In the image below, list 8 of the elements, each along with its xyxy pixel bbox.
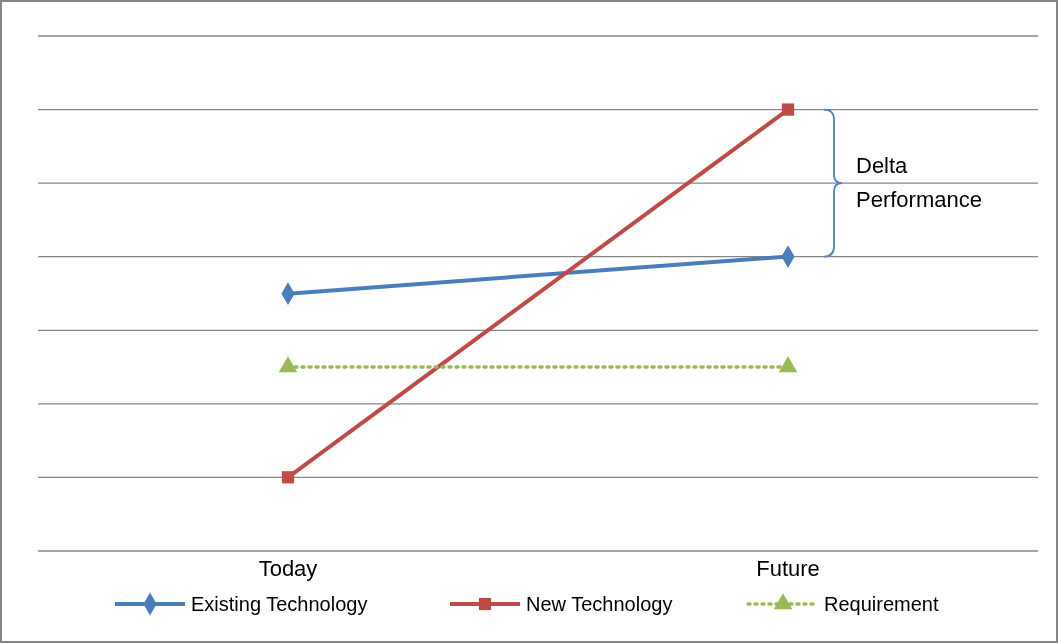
point xyxy=(781,103,795,116)
point xyxy=(281,471,295,484)
legend-label: Existing Technology xyxy=(191,593,368,615)
x-tick-label: Future xyxy=(756,556,820,581)
legend-label: New Technology xyxy=(526,593,673,615)
legend-label: Requirement xyxy=(824,593,939,615)
annotation: Delta Performance xyxy=(856,153,982,213)
x-tick-label: Today xyxy=(258,556,318,581)
